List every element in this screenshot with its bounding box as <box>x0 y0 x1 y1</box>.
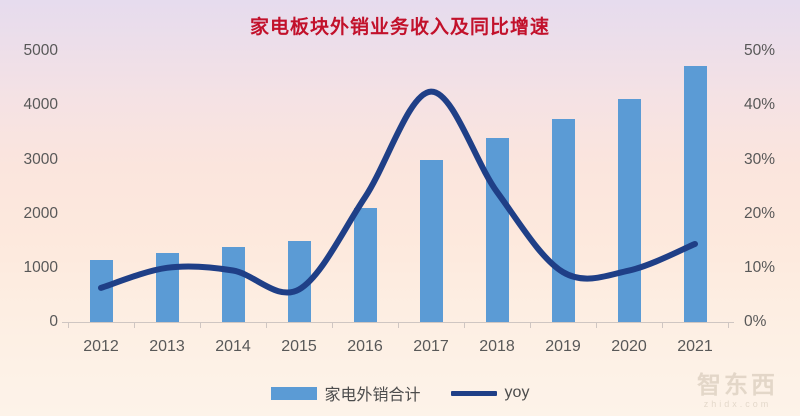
x-axis-label-2014: 2014 <box>215 338 251 355</box>
y-left-tick-5000: 5000 <box>23 42 58 59</box>
y-left-tick-3000: 3000 <box>23 151 58 168</box>
chart-title: 家电板块外销业务收入及同比增速 <box>249 17 550 38</box>
bar-2016 <box>353 207 377 322</box>
bar-2013 <box>155 252 179 322</box>
x-tick-mark <box>332 323 333 328</box>
x-tick-mark <box>728 323 729 328</box>
x-axis-label-2016: 2016 <box>347 338 383 355</box>
x-tick-mark <box>530 323 531 328</box>
y-right-tick-50pct: 50% <box>744 42 776 59</box>
legend-bar-swatch-icon <box>270 386 317 400</box>
x-axis-line <box>62 322 734 323</box>
x-axis-label-2017: 2017 <box>413 338 449 355</box>
bar-2020 <box>617 99 641 322</box>
plot-area <box>68 51 728 322</box>
x-tick-mark <box>68 323 69 328</box>
x-axis-label-2015: 2015 <box>281 338 317 355</box>
x-axis-label-2013: 2013 <box>149 338 185 355</box>
bar-2012 <box>89 259 113 322</box>
x-axis-label-2021: 2021 <box>677 338 713 355</box>
bar-2015 <box>287 240 311 322</box>
x-axis-label-2018: 2018 <box>479 338 515 355</box>
x-tick-mark <box>200 323 201 328</box>
bar-2014 <box>221 246 245 322</box>
bar-2018 <box>485 137 509 322</box>
y-right-tick-30pct: 30% <box>744 151 776 168</box>
x-tick-mark <box>134 323 135 328</box>
y-left-tick-4000: 4000 <box>23 96 58 113</box>
bar-2017 <box>419 159 443 322</box>
chart-legend: 家电外销合计 yoy <box>0 381 800 405</box>
legend-item-yoy[interactable]: yoy <box>450 384 530 402</box>
x-axis-label-2019: 2019 <box>545 338 581 355</box>
legend-label-bars: 家电外销合计 <box>324 387 421 404</box>
y-right-tick-0pct: 0% <box>744 313 767 330</box>
y-right-tick-10pct: 10% <box>744 259 776 276</box>
y-left-tick-0: 0 <box>49 313 58 330</box>
x-tick-mark <box>464 323 465 328</box>
x-tick-mark <box>662 323 663 328</box>
legend-item-bars[interactable]: 家电外销合计 <box>270 381 421 405</box>
x-tick-mark <box>266 323 267 328</box>
x-tick-mark <box>398 323 399 328</box>
x-axis-label-2020: 2020 <box>611 338 647 355</box>
x-axis-label-2012: 2012 <box>83 338 119 355</box>
y-right-tick-40pct: 40% <box>744 96 776 113</box>
bar-2019 <box>551 119 575 322</box>
yoy-line-path <box>98 88 698 296</box>
legend-line-swatch-icon <box>450 390 497 396</box>
y-right-tick-20pct: 20% <box>744 205 776 222</box>
bar-2021 <box>683 65 707 322</box>
x-tick-mark <box>596 323 597 328</box>
legend-label-yoy: yoy <box>504 384 530 401</box>
y-left-tick-2000: 2000 <box>23 205 58 222</box>
y-left-tick-1000: 1000 <box>23 259 58 276</box>
